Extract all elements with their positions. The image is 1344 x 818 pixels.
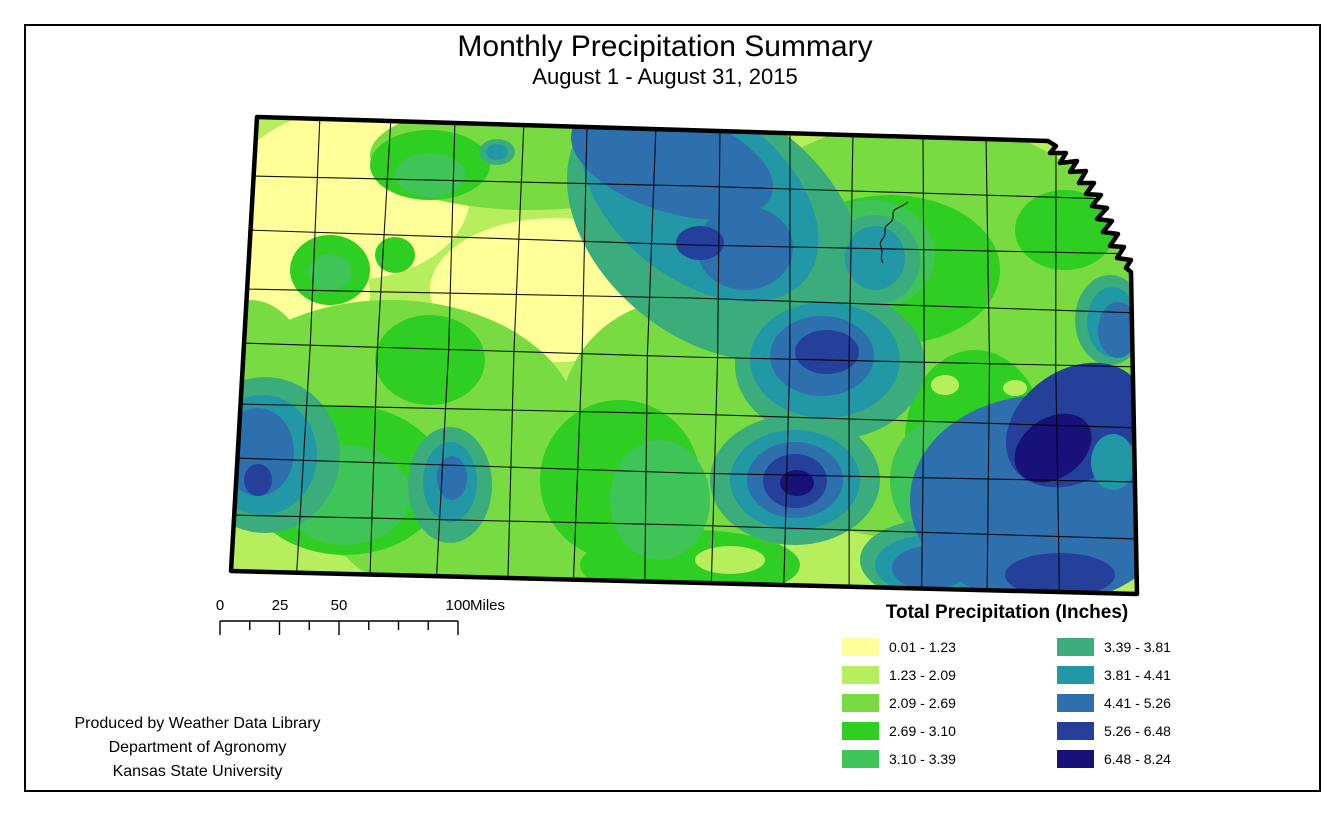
legend-label: 0.01 - 1.23	[889, 639, 956, 655]
precipitation-legend: Total Precipitation (Inches) 0.01 - 1.23…	[842, 602, 1187, 818]
legend-swatch	[1057, 694, 1094, 712]
map-subtitle: August 1 - August 31, 2015	[532, 64, 798, 89]
legend-item: 6.48 - 8.24	[1057, 750, 1171, 768]
scale-label-0: 0	[215, 597, 225, 614]
scale-bar-ticks	[219, 620, 459, 635]
legend-item: 0.01 - 1.23	[842, 638, 956, 656]
scale-label-100: 100	[445, 597, 471, 614]
legend-label: 4.41 - 5.26	[1104, 695, 1171, 711]
legend-label: 2.69 - 3.10	[889, 723, 956, 739]
legend-item: 5.26 - 6.48	[1057, 722, 1171, 740]
legend-label: 1.23 - 2.09	[889, 667, 956, 683]
scale-label-25: 25	[271, 597, 289, 614]
legend-item: 3.81 - 4.41	[1057, 666, 1171, 684]
legend-label: 6.48 - 8.24	[1104, 751, 1171, 767]
legend-swatch	[1057, 666, 1094, 684]
legend-column-left: 0.01 - 1.23 1.23 - 2.09 2.09 - 2.69 2.69 - …	[842, 638, 956, 778]
legend-label: 2.09 - 2.69	[889, 695, 956, 711]
legend-label: 3.39 - 3.81	[1104, 639, 1171, 655]
legend-swatch	[1057, 638, 1094, 656]
attribution-line-3: Kansas State University	[112, 763, 283, 780]
attribution-line-1: Produced by Weather Data Library	[74, 715, 321, 732]
state-outline	[228, 114, 1140, 597]
legend-swatch	[842, 638, 879, 656]
scale-label-50: 50	[330, 597, 348, 614]
legend-item: 2.69 - 3.10	[842, 722, 956, 740]
legend-label: 3.81 - 4.41	[1104, 667, 1171, 683]
page-border-frame	[24, 24, 1321, 792]
legend-item: 4.41 - 5.26	[1057, 694, 1171, 712]
legend-label: 3.10 - 3.39	[889, 751, 956, 767]
legend-swatch	[842, 722, 879, 740]
legend-title: Total Precipitation (Inches)	[885, 602, 1129, 623]
legend-label: 5.26 - 6.48	[1104, 723, 1171, 739]
scale-unit-label: Miles	[470, 597, 506, 614]
legend-swatch	[842, 750, 879, 768]
title-block: Monthly Precipitation Summary August 1 -…	[0, 30, 1330, 90]
legend-item: 3.10 - 3.39	[842, 750, 956, 768]
legend-item: 1.23 - 2.09	[842, 666, 956, 684]
map-title: Monthly Precipitation Summary	[457, 30, 873, 63]
scale-bar: 0 25 50 100 Miles	[205, 597, 505, 645]
legend-swatch	[842, 694, 879, 712]
legend-item: 2.09 - 2.69	[842, 694, 956, 712]
legend-swatch	[1057, 750, 1094, 768]
attribution: Produced by Weather Data Library Departm…	[30, 712, 365, 784]
attribution-line-2: Department of Agronomy	[108, 739, 287, 756]
legend-column-right: 3.39 - 3.81 3.81 - 4.41 4.41 - 5.26 5.26 - …	[1057, 638, 1171, 778]
legend-swatch	[842, 666, 879, 684]
legend-swatch	[1057, 722, 1094, 740]
county-boundaries	[231, 117, 1137, 594]
legend-item: 3.39 - 3.81	[1057, 638, 1171, 656]
